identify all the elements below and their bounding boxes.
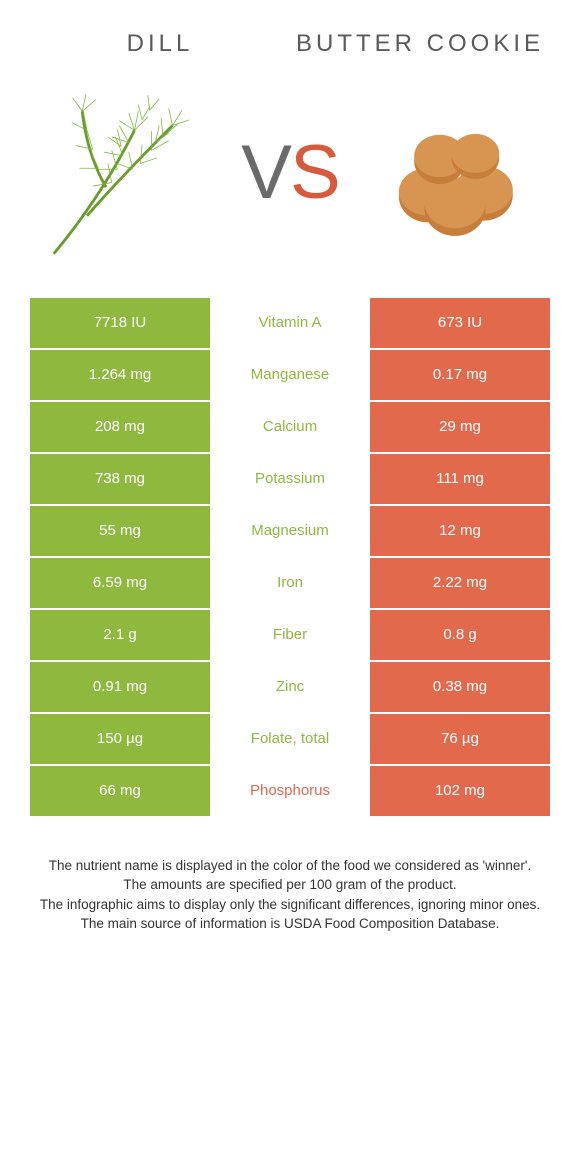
cell-nutrient-name: Potassium	[210, 454, 370, 504]
food-title-left: Dill	[30, 30, 290, 58]
table-row: 150 µgFolate, total76 µg	[30, 714, 550, 764]
vs-label: VS	[241, 129, 338, 216]
nutrient-table: 7718 IUVitamin A673 IU1.264 mgManganese0…	[30, 298, 550, 816]
dill-icon	[30, 78, 220, 268]
cell-left-value: 150 µg	[30, 714, 210, 764]
cell-nutrient-name: Calcium	[210, 402, 370, 452]
cell-nutrient-name: Iron	[210, 558, 370, 608]
cell-left-value: 0.91 mg	[30, 662, 210, 712]
table-row: 7718 IUVitamin A673 IU	[30, 298, 550, 348]
cell-right-value: 76 µg	[370, 714, 550, 764]
cookie-icon	[370, 88, 540, 258]
cell-left-value: 66 mg	[30, 766, 210, 816]
footer-line: The amounts are specified per 100 gram o…	[30, 875, 550, 895]
cell-right-value: 29 mg	[370, 402, 550, 452]
food-image-right	[360, 78, 550, 268]
images-row: VS	[30, 78, 550, 268]
table-row: 6.59 mgIron2.22 mg	[30, 558, 550, 608]
cell-left-value: 6.59 mg	[30, 558, 210, 608]
cell-nutrient-name: Folate, total	[210, 714, 370, 764]
food-image-left	[30, 78, 220, 268]
footer-line: The main source of information is USDA F…	[30, 914, 550, 934]
cell-right-value: 12 mg	[370, 506, 550, 556]
cell-right-value: 2.22 mg	[370, 558, 550, 608]
cell-right-value: 0.17 mg	[370, 350, 550, 400]
cell-left-value: 55 mg	[30, 506, 210, 556]
table-row: 208 mgCalcium29 mg	[30, 402, 550, 452]
table-row: 55 mgMagnesium12 mg	[30, 506, 550, 556]
cell-nutrient-name: Phosphorus	[210, 766, 370, 816]
food-title-right: Butter Cookie	[290, 30, 550, 58]
cell-left-value: 738 mg	[30, 454, 210, 504]
cell-nutrient-name: Zinc	[210, 662, 370, 712]
cell-nutrient-name: Magnesium	[210, 506, 370, 556]
cell-left-value: 1.264 mg	[30, 350, 210, 400]
footer-line: The infographic aims to display only the…	[30, 895, 550, 915]
cell-right-value: 111 mg	[370, 454, 550, 504]
cell-nutrient-name: Vitamin A	[210, 298, 370, 348]
table-row: 1.264 mgManganese0.17 mg	[30, 350, 550, 400]
cell-left-value: 7718 IU	[30, 298, 210, 348]
table-row: 0.91 mgZinc0.38 mg	[30, 662, 550, 712]
header: Dill Butter Cookie	[30, 30, 550, 58]
cell-nutrient-name: Fiber	[210, 610, 370, 660]
cell-right-value: 102 mg	[370, 766, 550, 816]
cell-right-value: 0.8 g	[370, 610, 550, 660]
cell-right-value: 0.38 mg	[370, 662, 550, 712]
cell-nutrient-name: Manganese	[210, 350, 370, 400]
footer-notes: The nutrient name is displayed in the co…	[30, 856, 550, 934]
table-row: 2.1 gFiber0.8 g	[30, 610, 550, 660]
table-row: 738 mgPotassium111 mg	[30, 454, 550, 504]
footer-line: The nutrient name is displayed in the co…	[30, 856, 550, 876]
cell-left-value: 2.1 g	[30, 610, 210, 660]
cell-right-value: 673 IU	[370, 298, 550, 348]
cell-left-value: 208 mg	[30, 402, 210, 452]
table-row: 66 mgPhosphorus102 mg	[30, 766, 550, 816]
